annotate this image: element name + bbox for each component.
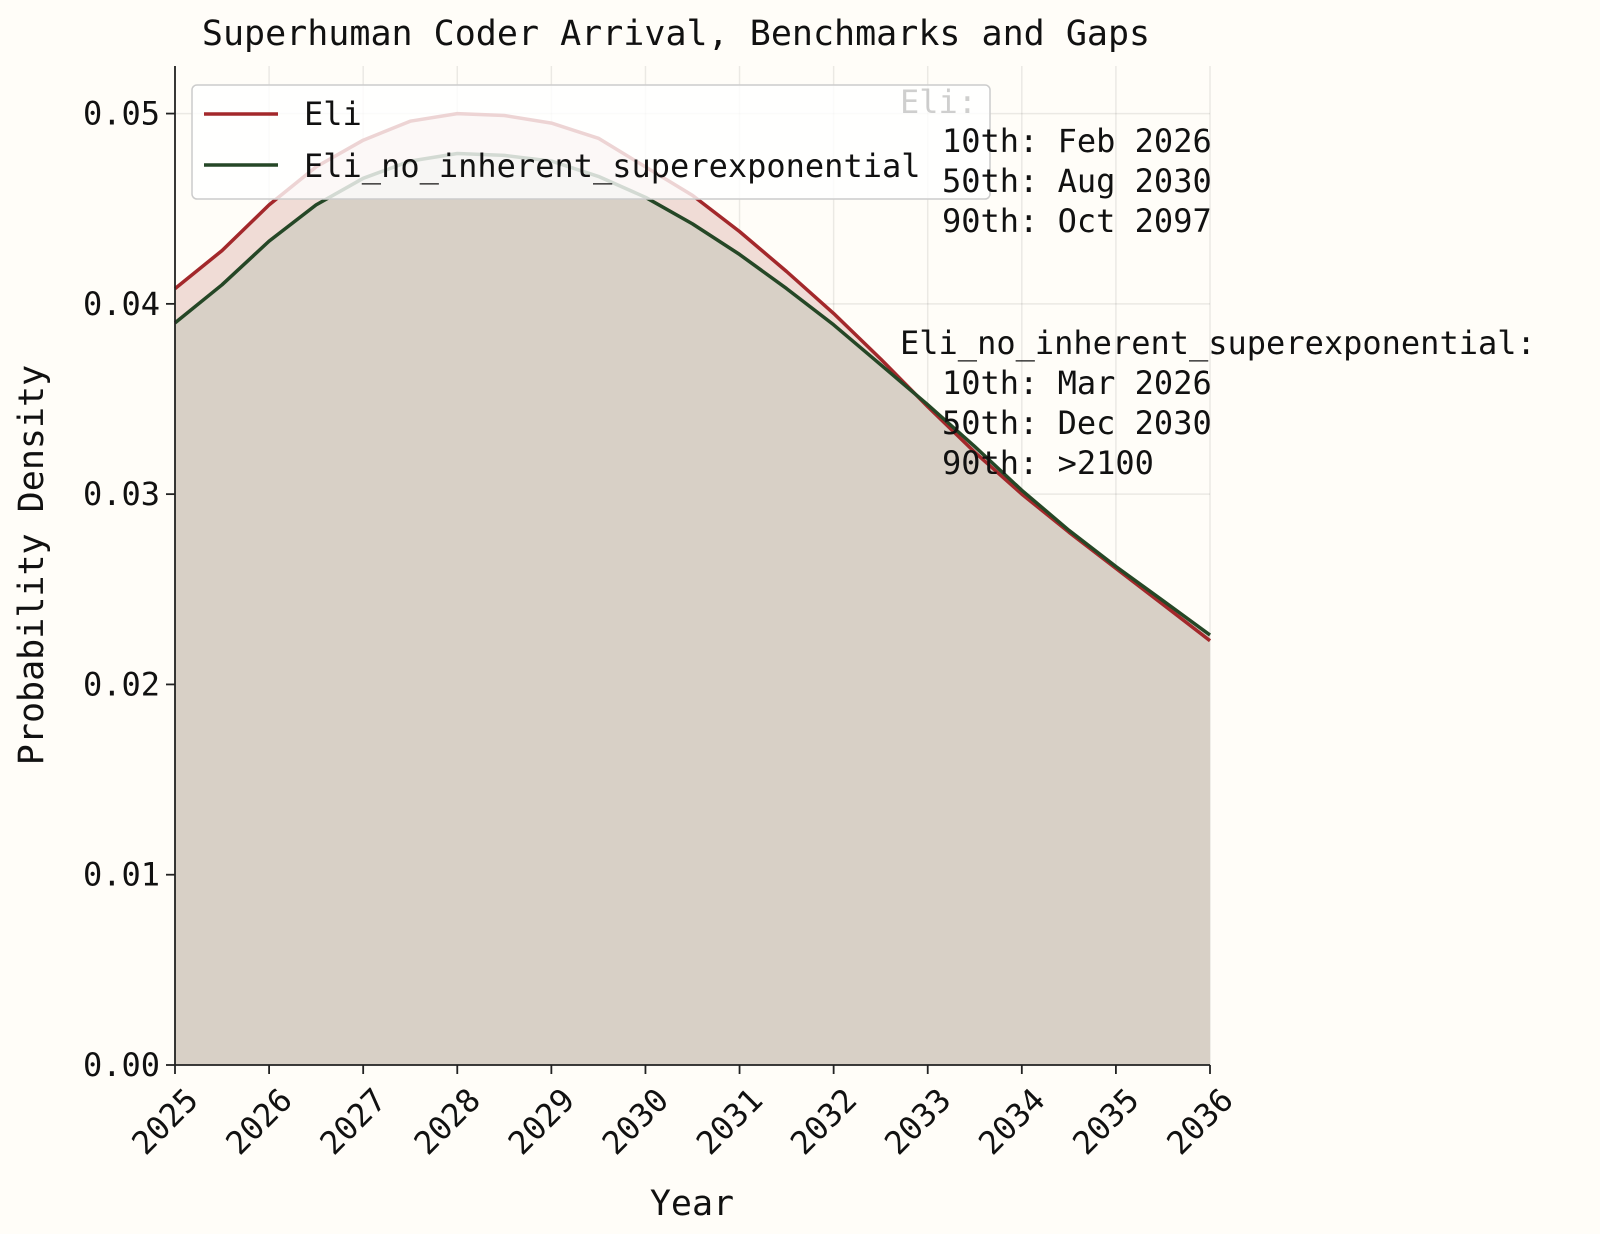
annotation-eli-no-superexp-p90: 90th: >2100 <box>942 444 1154 482</box>
y-tick-label: 0.01 <box>83 856 160 894</box>
chart-title: Superhuman Coder Arrival, Benchmarks and… <box>202 14 1150 54</box>
annotation-eli-label: Eli: <box>900 83 977 121</box>
legend: Eli Eli_no_inherent_superexponential <box>191 84 991 200</box>
legend-label-eli: Eli <box>304 95 362 133</box>
y-tick-label: 0.00 <box>83 1046 160 1084</box>
annotation-eli-p50: 50th: Aug 2030 <box>942 162 1212 200</box>
y-tick-label: 0.04 <box>83 285 160 323</box>
annotation-eli-no-superexp-p50: 50th: Dec 2030 <box>942 404 1212 442</box>
y-tick-label: 0.03 <box>83 475 160 513</box>
legend-box <box>191 84 991 200</box>
annotation-eli-no-superexp-label: Eli_no_inherent_superexponential: <box>900 324 1536 362</box>
annotation-eli-no-superexp-p10: 10th: Mar 2026 <box>942 364 1212 402</box>
y-ticks: 0.00 0.01 0.02 0.03 0.04 0.05 <box>83 95 175 1084</box>
series-fills <box>175 113 1210 1066</box>
axes <box>174 66 1210 1066</box>
percentile-annotations: Eli: 10th: Feb 2026 50th: Aug 2030 90th:… <box>900 83 1536 482</box>
y-tick-label: 0.02 <box>83 665 160 703</box>
annotation-eli-p10: 10th: Feb 2026 <box>942 122 1212 160</box>
legend-label-eli-no-superexp: Eli_no_inherent_superexponential <box>304 147 921 185</box>
annotation-eli-p90: 90th: Oct 2097 <box>942 202 1212 240</box>
series-fill-1 <box>175 153 1210 1065</box>
annotation-eli: Eli: 10th: Feb 2026 50th: Aug 2030 90th:… <box>900 83 1212 240</box>
y-axis-label: Probability Density <box>12 365 52 765</box>
annotation-eli-no-superexp: Eli_no_inherent_superexponential: 10th: … <box>900 324 1536 482</box>
y-tick-label: 0.05 <box>83 95 160 133</box>
x-axis-label: Year <box>650 1184 734 1224</box>
